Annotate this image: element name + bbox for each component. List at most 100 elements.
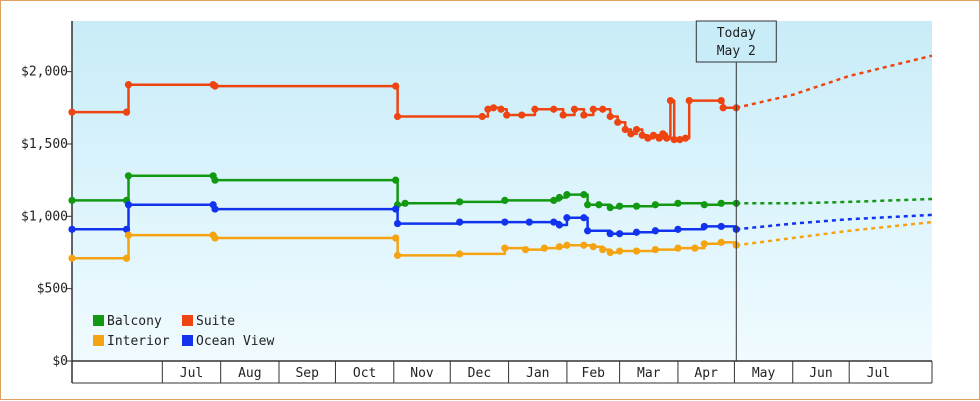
month-label: Jul <box>180 366 203 381</box>
series-point <box>521 245 530 254</box>
legend-label: Interior <box>107 334 170 349</box>
series-point <box>589 105 597 113</box>
series-point <box>670 136 678 144</box>
month-label: Nov <box>410 366 434 381</box>
y-tick-label: $1,000 <box>21 209 68 224</box>
series-point <box>456 198 464 206</box>
forecast-line-interior <box>736 220 933 247</box>
series-point <box>584 227 592 235</box>
series-point <box>489 104 498 112</box>
series-point <box>124 81 133 89</box>
legend-swatch <box>182 335 193 346</box>
series-point <box>484 105 492 113</box>
series-point <box>211 205 219 213</box>
series-point <box>550 218 558 226</box>
series-point <box>616 247 624 255</box>
series-point <box>122 254 131 262</box>
series-point <box>392 205 400 213</box>
today-label-line1: Today <box>717 26 756 41</box>
forecast-line-suite <box>736 54 933 110</box>
series-point <box>211 82 219 90</box>
series-point <box>570 105 579 113</box>
series-point <box>632 228 641 236</box>
series-point <box>122 225 131 233</box>
month-label: Sep <box>295 366 319 381</box>
series-point <box>700 222 708 231</box>
legend-label: Balcony <box>107 314 162 329</box>
series-point <box>393 251 402 259</box>
series-point <box>632 202 641 210</box>
series-point <box>122 108 131 116</box>
today-marker: Today May 2 <box>695 20 777 361</box>
series-point <box>580 111 588 119</box>
y-tick-label: $1,500 <box>21 137 68 152</box>
month-label: Jun <box>809 366 832 381</box>
series-point <box>497 105 505 113</box>
series-point <box>555 243 563 251</box>
series-point <box>700 201 708 209</box>
series-point <box>584 201 592 209</box>
legend-swatch <box>182 315 193 326</box>
series-point <box>651 245 659 254</box>
y-tick-label: $500 <box>37 282 68 297</box>
series-point <box>518 111 526 119</box>
series-point <box>392 176 400 184</box>
series-point <box>211 234 219 242</box>
series-layer <box>68 54 933 262</box>
series-point <box>717 238 725 246</box>
series-point <box>595 201 603 209</box>
series-point <box>599 245 607 254</box>
y-tick-label: $0 <box>52 354 68 369</box>
plot-background <box>72 21 932 361</box>
today-label-box <box>695 20 777 63</box>
series-point <box>531 105 539 113</box>
series-point <box>685 96 693 105</box>
series-point <box>478 112 486 121</box>
series-point <box>68 196 76 205</box>
series-point <box>563 191 571 199</box>
series-point <box>501 196 509 205</box>
legend-swatch <box>93 335 104 346</box>
series-point <box>651 201 659 209</box>
series-point <box>392 82 400 90</box>
series-point <box>525 218 533 226</box>
legend-swatch <box>93 315 104 326</box>
series-point <box>392 234 400 242</box>
series-point <box>550 196 558 205</box>
series-point <box>627 130 635 138</box>
forecast-line-balcony <box>736 197 933 205</box>
series-point <box>614 118 622 126</box>
series-point <box>599 105 607 113</box>
x-axis: Jul Aug Sep Oct Nov Dec Jan Feb Mar Apr May Jun Jul <box>72 360 933 384</box>
series-point <box>68 108 76 116</box>
month-label: Mar <box>637 366 661 381</box>
month-label: Aug <box>238 366 261 381</box>
series-point <box>700 240 708 248</box>
series-point <box>124 201 133 209</box>
legend: Balcony Suite Interior Ocean View <box>93 314 274 349</box>
month-label: Jul <box>867 366 890 381</box>
series-point <box>555 221 563 229</box>
series-point <box>663 134 671 142</box>
series-point <box>644 134 652 142</box>
month-label: Apr <box>694 366 718 381</box>
series-point <box>211 176 219 184</box>
series-point <box>503 111 511 119</box>
series-point <box>691 244 699 252</box>
month-label: Jan <box>526 366 549 381</box>
series-point <box>580 214 588 222</box>
today-label-line2: May 2 <box>717 44 756 59</box>
series-point <box>674 244 682 252</box>
series-point <box>676 136 684 144</box>
series-point <box>719 104 727 112</box>
series-point <box>124 172 133 180</box>
series-point <box>580 191 588 199</box>
series-point <box>124 231 133 239</box>
series-point <box>606 112 614 121</box>
month-label: Dec <box>468 366 491 381</box>
series-point <box>456 218 464 226</box>
series-point <box>563 241 571 249</box>
series-point <box>68 254 76 262</box>
